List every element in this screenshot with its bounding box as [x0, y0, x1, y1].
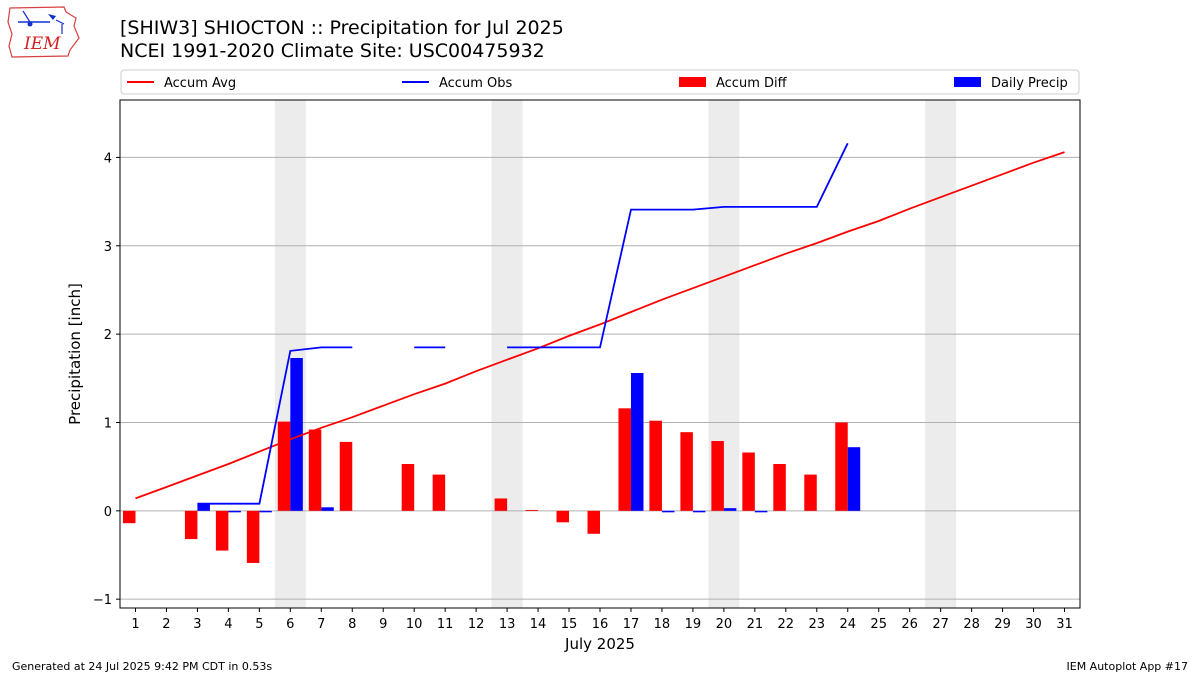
legend-label: Accum Obs: [439, 76, 512, 91]
legend-swatch-bar: [954, 77, 981, 87]
daily-precip-bar: [321, 507, 334, 511]
accum-diff-bar: [401, 463, 415, 511]
daily-precip-bar: [630, 372, 644, 511]
x-tick-label: 11: [437, 617, 454, 632]
x-tick-label: 22: [778, 617, 795, 632]
accum-diff-bar: [432, 474, 446, 511]
daily-precip-bar: [723, 508, 737, 511]
x-tick-label: 30: [1025, 617, 1042, 632]
y-tick-label: −1: [93, 593, 112, 608]
chart-subtitle: NCEI 1991-2020 Climate Site: USC00475932: [120, 40, 545, 62]
y-axis-label: Precipitation [inch]: [66, 283, 84, 425]
x-tick-label: 25: [870, 617, 887, 632]
daily-precip-bar: [197, 503, 210, 511]
accum-diff-bar: [680, 432, 693, 511]
x-tick-label: 5: [255, 617, 263, 632]
daily-precip-bar: [847, 447, 861, 511]
x-tick-label: 31: [1056, 617, 1073, 632]
x-tick-label: 8: [348, 617, 356, 632]
x-tick-label: 9: [379, 617, 387, 632]
legend-label: Accum Diff: [716, 76, 788, 91]
x-tick-label: 4: [224, 617, 232, 632]
x-tick-label: 3: [193, 617, 201, 632]
x-tick-label: 14: [530, 617, 547, 632]
y-tick-label: 3: [104, 240, 112, 255]
x-tick-label: 27: [932, 617, 949, 632]
accum-diff-bar: [804, 474, 817, 511]
x-tick-label: 20: [716, 617, 733, 632]
y-tick-label: 4: [104, 151, 112, 166]
x-tick-label: 24: [839, 617, 856, 632]
accum-diff-bar: [742, 452, 755, 511]
accum-diff-bar: [618, 408, 631, 511]
legend-box: [120, 69, 1080, 95]
x-tick-label: 26: [901, 617, 918, 632]
daily-precip-bar: [692, 510, 706, 513]
accum-diff-bar: [122, 510, 136, 524]
accum-avg-line: [135, 151, 1065, 500]
x-tick-label: 15: [561, 617, 578, 632]
accum-diff-bar: [308, 429, 322, 511]
footer-generated-text: Generated at 24 Jul 2025 9:42 PM CDT in …: [12, 660, 273, 673]
accum-diff-bar: [339, 441, 353, 511]
weekend-shade: [708, 100, 740, 608]
x-tick-label: 17: [623, 617, 640, 632]
x-tick-label: 6: [286, 617, 294, 632]
y-tick-label: 2: [104, 328, 112, 343]
y-tick-label: 0: [104, 505, 112, 520]
daily-precip-bar: [754, 510, 768, 513]
x-tick-label: 16: [592, 617, 609, 632]
legend-label: Daily Precip: [991, 76, 1068, 91]
chart-title: [SHIW3] SHIOCTON :: Precipitation for Ju…: [120, 17, 564, 39]
x-tick-label: 23: [809, 617, 826, 632]
legend-swatch-bar: [679, 77, 706, 87]
y-tick-label: 1: [104, 416, 112, 431]
daily-precip-bar: [661, 510, 675, 513]
accum-diff-bar: [835, 422, 848, 511]
accum-diff-bar: [215, 510, 229, 551]
accum-diff-bar: [773, 463, 786, 511]
x-tick-label: 28: [963, 617, 980, 632]
daily-precip-bar: [228, 510, 241, 513]
accum-diff-bar: [649, 420, 662, 511]
accum-diff-bar: [246, 510, 260, 563]
x-axis-label: July 2025: [564, 635, 635, 653]
legend-label: Accum Avg: [164, 76, 236, 91]
x-tick-label: 10: [406, 617, 423, 632]
logo-text: IEM: [23, 34, 61, 54]
iem-logo: IEM: [7, 6, 80, 58]
footer-app-label: IEM Autoplot App #17: [1066, 660, 1189, 673]
daily-precip-bar: [290, 357, 303, 511]
accum-diff-bar: [711, 441, 724, 511]
accum-obs-line: [507, 142, 849, 349]
accum-obs-line: [197, 346, 353, 505]
x-tick-label: 12: [468, 617, 485, 632]
x-tick-label: 18: [654, 617, 671, 632]
x-tick-label: 13: [499, 617, 516, 632]
daily-precip-bar: [259, 510, 272, 513]
weekend-shade: [491, 100, 523, 608]
weekend-shade: [925, 100, 957, 608]
x-tick-label: 21: [747, 617, 764, 632]
accum-diff-bar: [525, 509, 539, 511]
accum-diff-bar: [556, 510, 570, 523]
accum-diff-bar: [184, 510, 198, 540]
x-tick-label: 19: [685, 617, 702, 632]
x-tick-label: 7: [317, 617, 325, 632]
x-tick-label: 1: [131, 617, 139, 632]
accum-diff-bar: [587, 510, 600, 534]
accum-diff-bar: [494, 498, 508, 511]
x-tick-label: 2: [162, 617, 170, 632]
accum-diff-bar: [277, 421, 291, 511]
x-tick-label: 29: [994, 617, 1011, 632]
